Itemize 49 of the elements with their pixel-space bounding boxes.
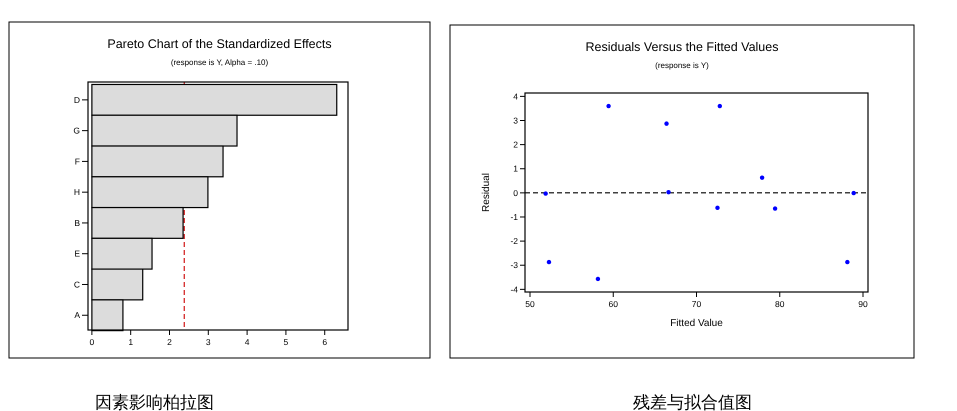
point [845,260,850,264]
chart-title: Residuals Versus the Fitted Values [586,40,778,54]
point [718,104,722,108]
point [760,175,764,180]
chart-subtitle: (response is Y) [655,61,710,70]
point [543,191,548,196]
y-tick-label: F [74,156,80,166]
x-tick-label: 6 [322,337,328,347]
x-tick-label: 0 [90,337,95,347]
y-tick-label: 3 [513,116,518,126]
y-tick-label: 1 [513,164,518,174]
y-tick-label: G [73,126,80,136]
point [546,260,552,264]
y-tick-label: E [74,248,80,259]
chart-subtitle: (response is Y, Alpha = .10) [170,58,268,67]
point [715,206,720,210]
point [772,206,778,211]
y-tick-label: -1 [510,212,518,222]
x-tick-label: 50 [525,299,535,309]
y-tick-label: 4 [513,91,518,102]
x-tick-label: 2 [167,337,172,347]
y-tick-label: -2 [510,236,518,246]
y-tick-label: H [74,187,80,198]
y-tick-label: -3 [510,260,518,270]
y-tick-label: A [74,310,80,320]
x-tick-label: 1 [128,337,134,347]
y-tick-label: 0 [513,188,518,198]
x-tick-label: 70 [692,299,702,309]
y-tick-label: B [74,218,80,228]
x-tick-label: 60 [608,299,618,309]
x-tick-label: 5 [284,337,289,347]
x-tick-label: 90 [858,299,868,309]
chart-title: Pareto Chart of the Standardized Effects [107,37,332,51]
y-axis-title: Residual [481,173,492,212]
x-tick-label: 80 [775,299,785,309]
point [664,121,669,126]
point [596,276,600,282]
y-tick-label: -4 [510,284,518,294]
x-tick-label: 3 [206,337,211,347]
x-tick-label: 4 [244,337,250,347]
y-tick-label: C [74,279,80,290]
point [606,104,611,108]
y-tick-label: D [74,94,80,105]
point [666,190,671,194]
y-tick-label: 2 [513,140,518,150]
text: 残差与拟合值图 [633,393,752,411]
point [851,190,856,196]
text: 因素影响柏拉图 [95,393,214,411]
x-axis-title: Fitted Value [670,318,724,329]
